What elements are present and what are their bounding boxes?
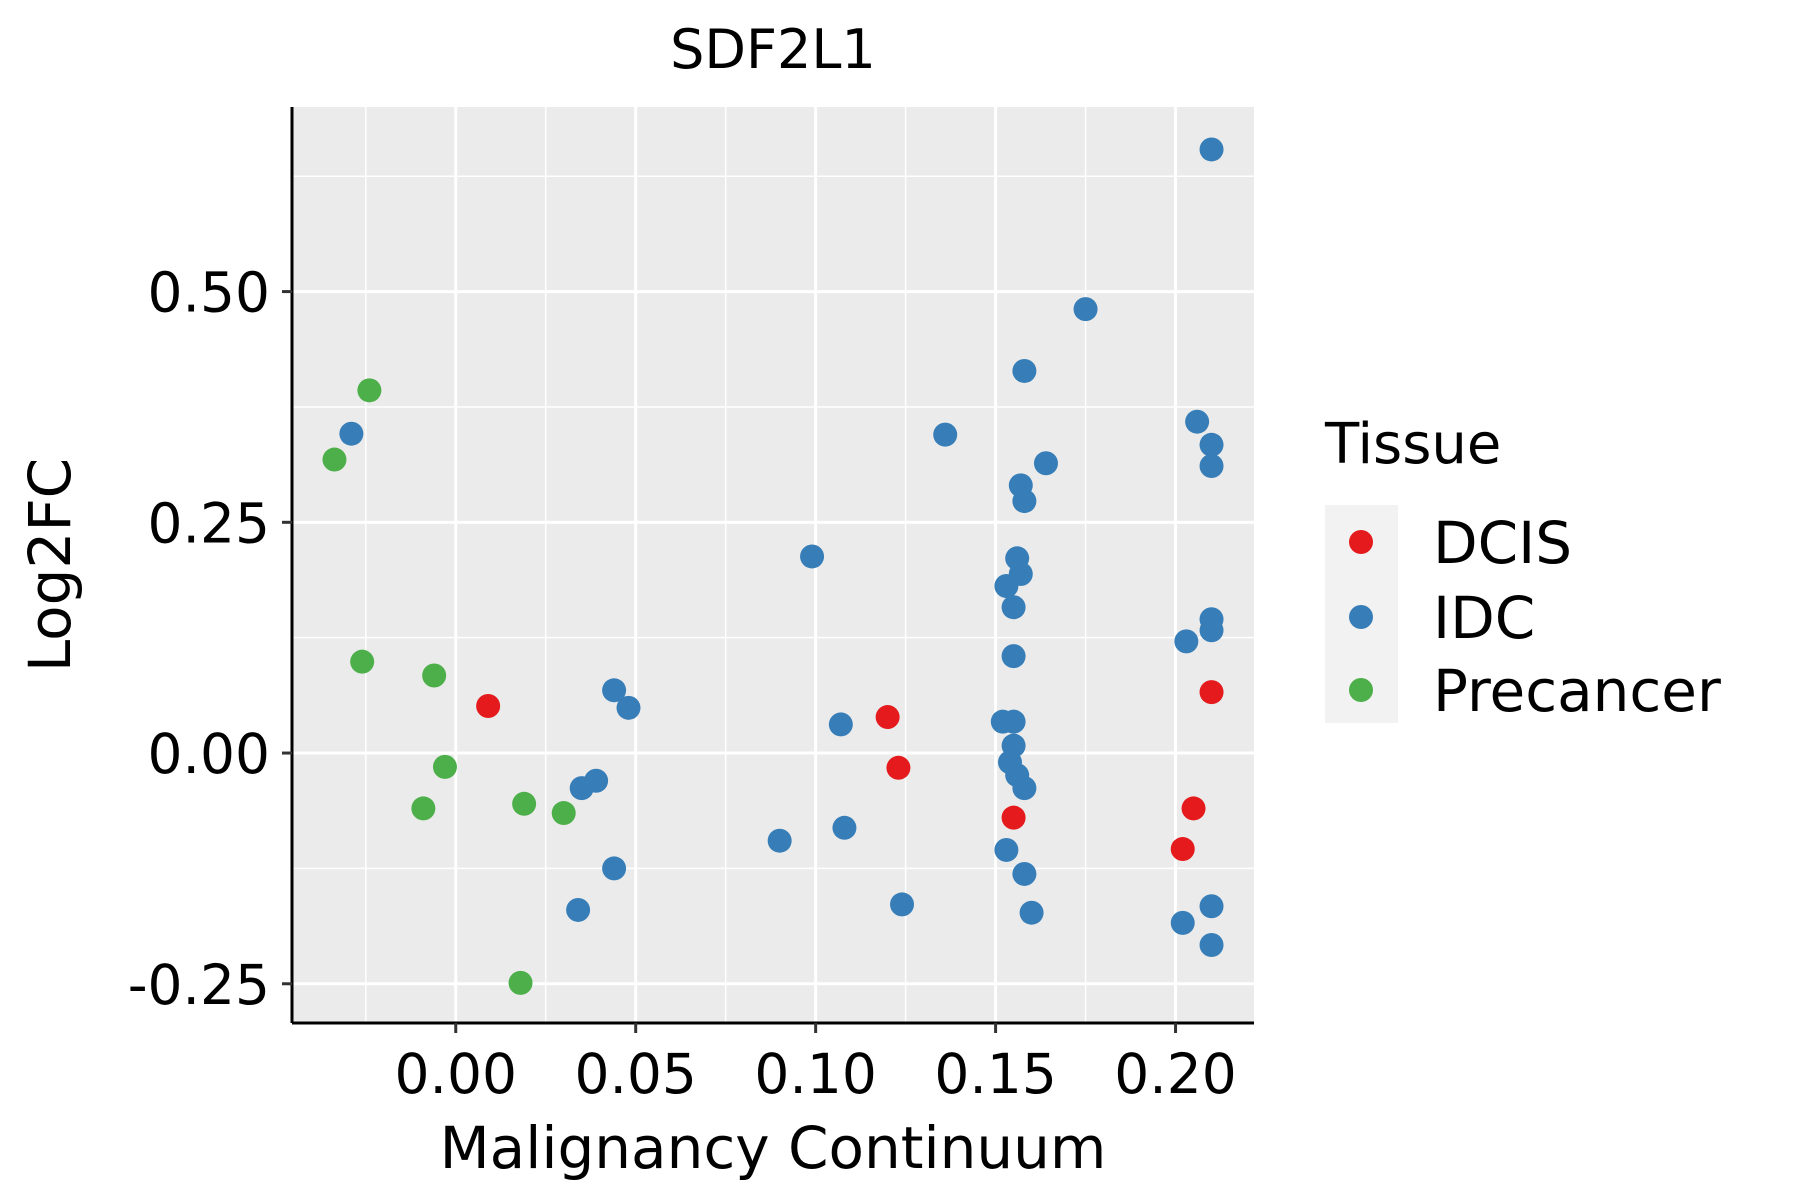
point-idc <box>1199 454 1224 479</box>
point-idc <box>616 695 641 720</box>
legend-label-idc: IDC <box>1433 584 1535 652</box>
point-idc <box>767 828 792 853</box>
legend-label-dcis: DCIS <box>1433 509 1572 577</box>
x-tick-label: 0.05 <box>574 1042 696 1106</box>
chart-title: SDF2L1 <box>670 18 876 81</box>
point-dcis <box>476 693 501 718</box>
point-dcis <box>886 755 911 780</box>
legend-label-precancer: Precancer <box>1433 657 1721 725</box>
point-precancer <box>322 447 347 472</box>
x-tick-label: 0.00 <box>395 1042 517 1106</box>
point-idc <box>1012 776 1037 801</box>
point-idc <box>1012 358 1037 383</box>
point-idc <box>1001 709 1026 734</box>
point-dcis <box>875 705 900 730</box>
legend: Tissue DCIS IDC Precancer <box>1324 412 1721 725</box>
point-idc <box>1012 489 1037 514</box>
x-tick-label: 0.15 <box>934 1042 1056 1106</box>
point-idc <box>1001 595 1026 620</box>
point-idc <box>1199 618 1224 643</box>
point-precancer <box>508 970 533 995</box>
point-idc <box>602 678 627 703</box>
point-idc <box>1185 409 1210 434</box>
y-tick-label: -0.25 <box>128 953 270 1017</box>
legend-key-precancer <box>1349 678 1373 702</box>
point-precancer <box>350 649 375 674</box>
point-idc <box>828 712 853 737</box>
point-idc <box>339 421 364 446</box>
point-idc <box>1001 644 1026 669</box>
x-tick-label: 0.10 <box>754 1042 876 1106</box>
point-precancer <box>551 801 576 826</box>
point-idc <box>1174 629 1199 654</box>
data-points <box>322 137 1224 995</box>
point-idc <box>602 856 627 881</box>
legend-title: Tissue <box>1324 412 1501 477</box>
point-idc <box>933 422 958 447</box>
point-idc <box>994 573 1019 598</box>
plot-panel <box>292 107 1254 1023</box>
y-tick-label: 0.50 <box>148 261 270 325</box>
point-idc <box>569 776 594 801</box>
gridlines <box>292 107 1254 1023</box>
point-precancer <box>512 791 537 816</box>
point-idc <box>1199 137 1224 162</box>
point-precancer <box>432 754 457 779</box>
point-dcis <box>1170 837 1195 862</box>
point-dcis <box>1001 805 1026 830</box>
point-idc <box>994 837 1019 862</box>
point-dcis <box>1181 796 1206 821</box>
x-axis-label: Malignancy Continuum <box>440 1114 1107 1182</box>
point-dcis <box>1199 680 1224 705</box>
point-idc <box>1073 297 1098 322</box>
x-tick-label: 0.20 <box>1114 1042 1236 1106</box>
point-precancer <box>422 663 447 688</box>
y-tick-label: 0.25 <box>148 491 270 555</box>
legend-key-idc <box>1349 605 1373 629</box>
point-idc <box>1199 894 1224 919</box>
point-idc <box>800 544 825 569</box>
y-axis-label: Log2FC <box>16 458 84 672</box>
point-idc <box>1199 933 1224 958</box>
point-idc <box>1199 432 1224 457</box>
point-idc <box>1170 910 1195 935</box>
y-tick-label: 0.00 <box>148 722 270 786</box>
point-precancer <box>411 796 436 821</box>
point-precancer <box>357 378 382 403</box>
point-idc <box>890 892 915 917</box>
legend-key-dcis <box>1349 530 1373 554</box>
point-idc <box>1012 861 1037 886</box>
point-idc <box>832 815 857 840</box>
point-idc <box>566 897 591 922</box>
point-idc <box>1033 451 1058 476</box>
axis-ticks: 0.00 0.05 0.10 0.15 0.20 -0.25 0.00 0.25 0.50 <box>128 261 1237 1106</box>
point-idc <box>1019 900 1044 925</box>
